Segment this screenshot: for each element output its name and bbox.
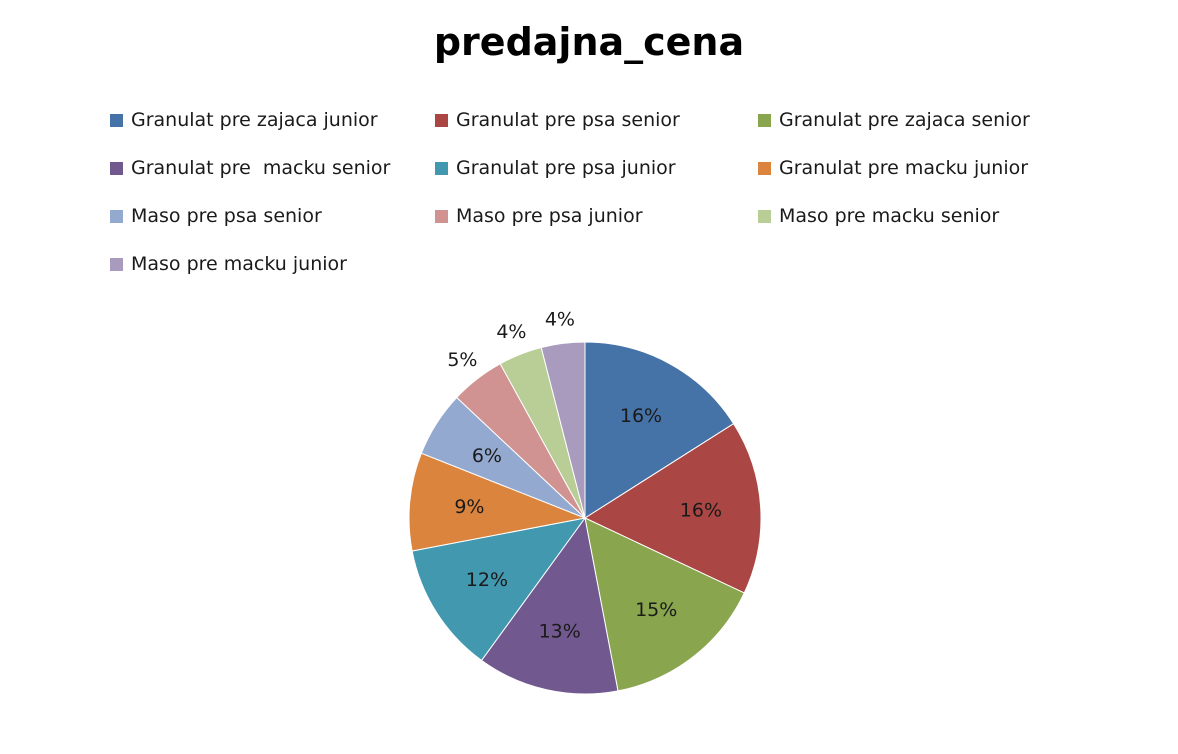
slice-data-label: 5% — [447, 349, 477, 371]
slice-data-label: 15% — [635, 599, 677, 621]
slice-data-label: 13% — [539, 620, 581, 642]
slice-data-label: 4% — [545, 309, 575, 331]
slice-data-label: 16% — [680, 500, 722, 522]
slice-data-label: 4% — [496, 321, 526, 343]
slice-data-label: 9% — [454, 496, 484, 518]
slice-data-label: 16% — [620, 405, 662, 427]
slice-data-label: 12% — [466, 569, 508, 591]
slice-data-label: 6% — [472, 445, 502, 467]
